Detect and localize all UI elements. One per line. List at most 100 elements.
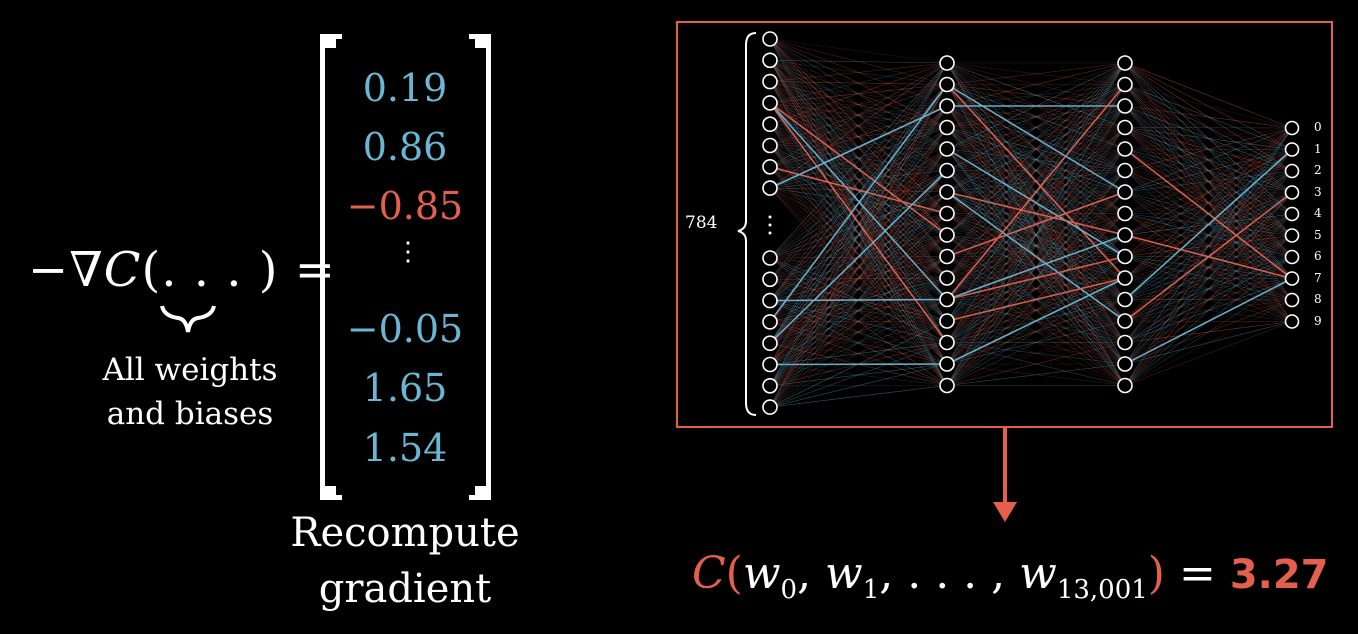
edge xyxy=(1124,105,1293,279)
edge xyxy=(769,363,948,408)
edge xyxy=(1124,84,1293,150)
edge xyxy=(769,187,948,386)
edge xyxy=(1124,299,1293,322)
edge xyxy=(769,62,948,301)
neuron xyxy=(1117,184,1133,200)
edge xyxy=(946,127,1126,386)
edge xyxy=(1124,213,1293,322)
edge xyxy=(1124,148,1293,301)
output-digit-label: 0 xyxy=(1314,120,1322,134)
edge xyxy=(946,84,1126,257)
edge xyxy=(769,102,948,150)
edge xyxy=(769,84,948,125)
ellipsis-args: (. . . ) = xyxy=(141,242,336,298)
edge xyxy=(1124,213,1293,343)
edge xyxy=(1124,170,1293,322)
edge xyxy=(946,105,1126,322)
edge xyxy=(769,81,948,85)
neuron xyxy=(939,356,955,372)
edge xyxy=(769,84,948,386)
edge xyxy=(769,105,948,146)
edge xyxy=(1124,127,1293,279)
edge xyxy=(769,257,948,365)
edge xyxy=(769,191,948,344)
edge xyxy=(769,62,948,82)
edge xyxy=(1124,127,1293,171)
edge xyxy=(946,84,1126,236)
edge xyxy=(769,342,948,387)
edge xyxy=(769,342,948,365)
neuron xyxy=(762,377,778,394)
edge xyxy=(769,62,948,104)
edge xyxy=(769,187,948,322)
edge xyxy=(1124,213,1293,322)
neuron xyxy=(762,180,778,196)
edge xyxy=(1124,84,1293,301)
edge xyxy=(1124,192,1293,386)
edge xyxy=(1124,278,1293,386)
edge xyxy=(769,38,948,322)
edge xyxy=(946,299,1126,322)
edge xyxy=(1124,127,1293,150)
edge xyxy=(769,234,948,365)
vector-entry: −0.05 xyxy=(346,307,464,351)
edge xyxy=(1124,149,1293,257)
edge xyxy=(946,191,1126,386)
edge xyxy=(946,84,1126,150)
edge xyxy=(769,187,948,279)
edge xyxy=(1124,62,1293,193)
edge xyxy=(769,145,948,193)
edge xyxy=(1124,62,1293,258)
edge xyxy=(769,166,948,343)
edge xyxy=(769,102,948,257)
neuron xyxy=(1117,162,1133,179)
edge xyxy=(1124,213,1293,279)
edge xyxy=(1124,62,1293,301)
edge xyxy=(946,213,1126,279)
edge xyxy=(769,187,948,214)
edge xyxy=(769,105,948,386)
edge xyxy=(946,105,1126,150)
edge xyxy=(1124,148,1293,150)
edge xyxy=(1124,149,1293,343)
neuron xyxy=(939,334,955,351)
edge xyxy=(946,105,1126,236)
edge xyxy=(946,148,1126,258)
edge xyxy=(769,148,948,365)
edge xyxy=(946,105,1126,193)
bracket-cap xyxy=(475,486,489,498)
bracket-cap xyxy=(322,486,336,498)
edge xyxy=(769,127,948,323)
edge xyxy=(946,191,1126,365)
brace-caption: All weights and biases xyxy=(70,348,310,436)
edge xyxy=(769,102,948,322)
edge xyxy=(1124,234,1293,322)
edge xyxy=(769,256,948,387)
edge xyxy=(1124,256,1293,343)
edge xyxy=(1124,170,1293,301)
edge xyxy=(946,234,1126,301)
edge xyxy=(946,62,1126,107)
edge xyxy=(946,127,1126,322)
edge xyxy=(1124,191,1293,193)
left-bracket xyxy=(320,34,342,500)
edge xyxy=(1124,148,1293,193)
edge xyxy=(769,166,948,193)
edge xyxy=(946,84,1126,279)
edge xyxy=(1124,105,1293,215)
edge xyxy=(769,187,948,365)
edge xyxy=(946,170,1126,343)
edge xyxy=(769,170,948,280)
edge xyxy=(769,81,948,107)
edge xyxy=(946,105,1126,128)
edge xyxy=(1124,213,1293,279)
edge xyxy=(946,84,1126,171)
edge xyxy=(769,102,948,236)
edge xyxy=(946,277,1126,343)
edge xyxy=(769,60,948,150)
neuron xyxy=(762,399,778,415)
edge xyxy=(1124,256,1293,279)
edge xyxy=(1124,149,1293,214)
edge xyxy=(1124,127,1293,386)
edge xyxy=(946,62,1126,171)
